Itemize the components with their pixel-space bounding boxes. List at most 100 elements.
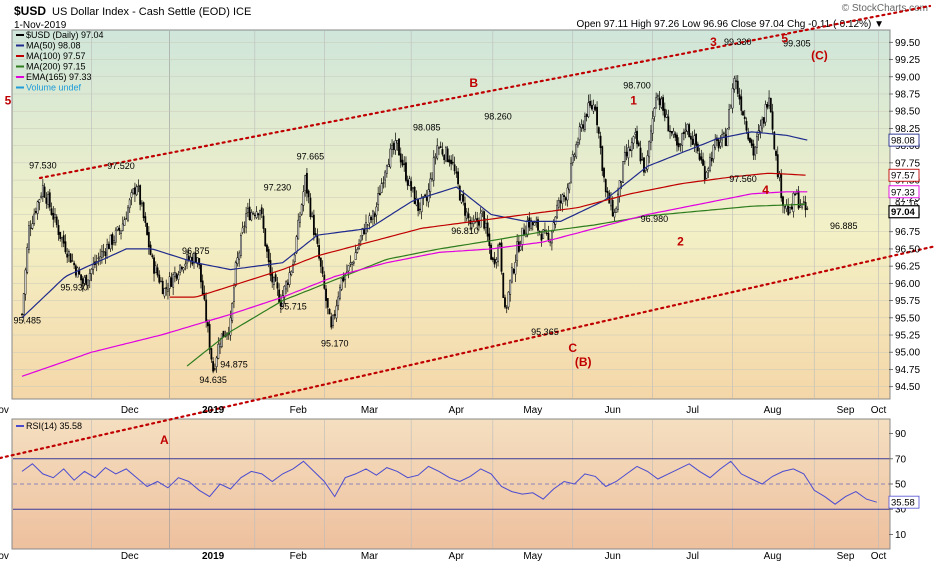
candle-body — [762, 117, 765, 124]
last-close-text: 97.04 — [891, 207, 915, 218]
candle-body — [443, 154, 446, 161]
price-tick-label: 96.50 — [895, 244, 920, 255]
candle-body — [31, 223, 34, 229]
price-value-label: 97.665 — [297, 151, 325, 161]
wave-label: 5 — [5, 93, 12, 107]
candle-body — [629, 148, 631, 151]
quote-summary: Open 97.11 High 97.26 Low 96.96 Close 97… — [577, 19, 885, 30]
candle-body — [253, 214, 256, 217]
candle-body — [702, 159, 704, 166]
candle-body — [62, 235, 65, 244]
candle-body — [71, 260, 74, 262]
candle-body — [667, 116, 670, 132]
candle-body — [448, 159, 451, 163]
candle-body — [161, 280, 164, 295]
candle-body — [578, 126, 581, 141]
last-value-text: 97.57 — [891, 171, 915, 182]
price-value-label: 96.885 — [830, 221, 858, 231]
candle-body — [495, 259, 498, 263]
candle-body — [81, 278, 84, 285]
candle-body — [526, 219, 529, 236]
price-tick-label: 98.50 — [895, 107, 920, 118]
date-axis: Dec Dec 2019 2019 Feb Feb Mar Mar Apr Apr May May Ju… — [0, 405, 887, 562]
candle-body — [460, 194, 463, 203]
candle-body — [384, 171, 387, 181]
candle-body — [193, 252, 195, 264]
rsi-tick-label: 70 — [895, 454, 907, 465]
candle-body — [339, 287, 341, 299]
candle-body — [389, 148, 392, 168]
candle-body — [698, 153, 701, 160]
candle-body — [451, 161, 454, 164]
legend-entry: MA(100) 97.57 — [26, 51, 86, 61]
candle-body — [575, 144, 578, 158]
candle-body — [144, 216, 147, 223]
rsi-last-box — [888, 495, 920, 509]
candle-body — [205, 299, 208, 323]
candle-body — [43, 186, 46, 198]
candle-body — [377, 193, 380, 206]
candle-body — [683, 131, 685, 135]
rsi-tick-label: 10 — [895, 530, 907, 541]
candle-body — [262, 215, 265, 229]
candle-body — [269, 260, 272, 276]
candle-body — [773, 131, 776, 150]
candle-body — [88, 273, 91, 281]
candle-body — [380, 183, 383, 193]
candle-body — [530, 219, 532, 229]
candle-body — [564, 197, 567, 201]
price-tick-label: 99.50 — [895, 38, 920, 49]
candle-body — [418, 208, 421, 211]
candle-body — [771, 111, 774, 130]
candle-body — [516, 241, 519, 262]
candle-body — [372, 210, 374, 220]
candle-body — [648, 141, 651, 158]
candle-body — [752, 143, 755, 156]
candle-body — [87, 279, 89, 286]
candle-body — [724, 134, 727, 146]
candle-body — [707, 168, 710, 171]
candle-body — [394, 140, 397, 151]
candle-body — [299, 216, 301, 223]
price-value-label: 96.980 — [641, 214, 669, 224]
wave-label: 3 — [710, 35, 717, 49]
candle-body — [528, 217, 531, 228]
candle-body — [68, 251, 70, 256]
candle-body — [243, 225, 246, 228]
candle-body — [434, 156, 437, 158]
candle-body — [712, 145, 715, 160]
candle-body — [714, 138, 717, 149]
candle-body — [622, 161, 625, 183]
candle-body — [140, 202, 143, 205]
candle-body — [396, 140, 399, 144]
wave-label: C — [568, 341, 577, 355]
candle-body — [306, 172, 308, 194]
candle-body — [550, 231, 553, 244]
wave-label: 1 — [630, 93, 637, 107]
candle-body — [48, 192, 51, 208]
candle-body — [542, 229, 545, 239]
candle-body — [719, 141, 722, 147]
candle-body — [259, 209, 261, 216]
candle-body — [358, 243, 360, 249]
candle-body — [665, 114, 668, 118]
candle-body — [597, 127, 600, 134]
price-value-label: 97.530 — [29, 160, 57, 170]
candle-body — [571, 154, 574, 164]
candle-body — [511, 267, 513, 283]
candle-body — [643, 157, 645, 173]
candle-body — [252, 212, 254, 215]
candle-body — [742, 111, 744, 116]
candle-body — [111, 233, 114, 245]
candle-body — [61, 237, 63, 240]
price-grid — [13, 31, 889, 398]
rsi-grid — [13, 420, 889, 548]
candle-body — [439, 146, 442, 148]
candle-body — [333, 314, 336, 316]
candle-body — [587, 102, 590, 118]
rsi-tick-label: 30 — [895, 505, 907, 516]
candle-body — [676, 134, 678, 146]
candle-body — [156, 267, 159, 276]
price-tick-label: 95.00 — [895, 348, 920, 359]
month-label: Oct — [871, 405, 887, 416]
